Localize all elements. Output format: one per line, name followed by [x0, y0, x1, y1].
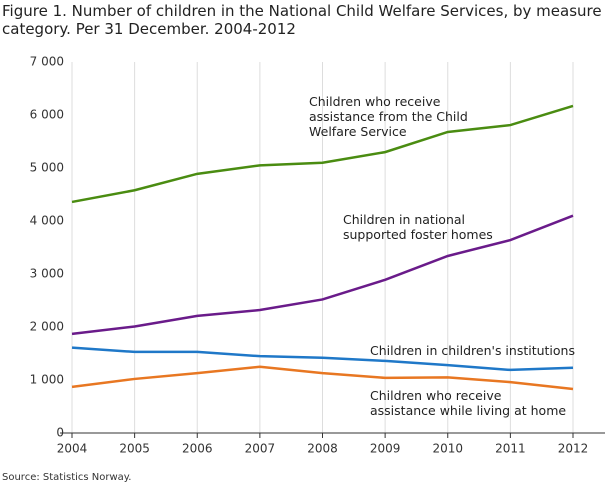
series-label: Children who receive assistance from the…	[309, 94, 468, 139]
y-tick-label: 1 000	[30, 373, 64, 387]
y-tick-label: 2 000	[30, 320, 64, 334]
y-tick-label: 4 000	[30, 214, 64, 228]
x-tick-label: 2012	[558, 442, 589, 456]
y-tick-label: 5 000	[30, 161, 64, 175]
y-tick-label: 6 000	[30, 108, 64, 122]
y-tick-label: 7 000	[30, 55, 64, 69]
y-tick-label: 3 000	[30, 267, 64, 281]
x-tick-label: 2010	[432, 442, 463, 456]
source: Source: Statistics Norway.	[2, 472, 132, 483]
line-series	[71, 214, 574, 336]
line-series	[71, 346, 574, 372]
series-label: Children in national supported foster ho…	[343, 212, 493, 242]
x-tick-label: 2005	[119, 442, 150, 456]
x-tick-label: 2009	[370, 442, 401, 456]
series-label: Children in children's institutions	[370, 343, 575, 358]
x-tick-label: 2004	[57, 442, 88, 456]
line-series	[71, 104, 574, 204]
x-tick-label: 2011	[495, 442, 526, 456]
chart-title: Figure 1. Number of children in the Nati…	[2, 2, 602, 38]
x-tick-label: 2007	[245, 442, 276, 456]
x-tick-label: 2008	[307, 442, 338, 456]
series-label: Children who receive assistance while li…	[370, 388, 567, 418]
line-series	[71, 365, 574, 391]
x-tick-label: 2006	[182, 442, 213, 456]
